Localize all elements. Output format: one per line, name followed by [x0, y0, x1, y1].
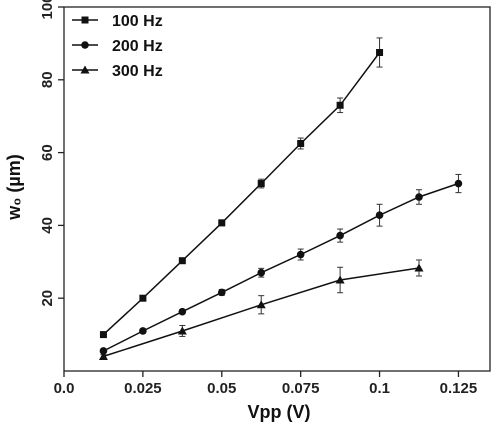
- y-tick-label: 80: [39, 71, 56, 88]
- x-tick-label: 0.1: [369, 380, 390, 397]
- series-100-hz: [99, 37, 384, 339]
- data-point: [376, 49, 384, 56]
- data-point: [415, 193, 423, 201]
- x-tick-label: 0.0: [54, 380, 75, 397]
- data-point: [336, 101, 344, 109]
- data-point: [139, 327, 147, 335]
- data-point: [177, 326, 187, 335]
- x-tick-label: 0.125: [440, 380, 478, 397]
- data-point: [139, 294, 147, 302]
- data-point: [99, 347, 108, 355]
- data-point: [218, 219, 226, 227]
- legend-marker: [80, 65, 90, 74]
- data-point: [375, 211, 384, 220]
- series-layer: [98, 37, 463, 360]
- series-line: [102, 52, 381, 336]
- plot-border: [63, 6, 491, 372]
- y-axis-title: w₀ (µm): [4, 154, 24, 220]
- x-tick-label: 0.075: [282, 380, 320, 397]
- x-tick-label: 0.025: [124, 380, 162, 397]
- data-point: [178, 257, 186, 265]
- data-point: [297, 140, 305, 147]
- data-point: [296, 250, 305, 259]
- data-point: [98, 351, 108, 360]
- y-tick-label: 20: [39, 290, 56, 307]
- data-point: [99, 331, 107, 339]
- legend-item: 100 Hz: [72, 13, 163, 30]
- data-point: [335, 275, 345, 284]
- legend-marker: [81, 16, 89, 24]
- data-point: [178, 307, 187, 316]
- legend-label: 100 Hz: [112, 13, 163, 30]
- data-point: [256, 300, 266, 309]
- data-point: [257, 180, 265, 188]
- legend-marker: [81, 41, 89, 49]
- y-tick-label: 40: [39, 217, 56, 234]
- x-tick-label: 0.05: [207, 380, 236, 397]
- data-point: [257, 268, 266, 277]
- data-point: [454, 179, 463, 188]
- legend: 100 Hz 200 Hz 300 Hz: [72, 13, 163, 80]
- data-point: [217, 288, 226, 297]
- y-tick-label: 60: [39, 144, 56, 161]
- legend-item: 300 Hz: [72, 63, 163, 80]
- x-axis: 0.0 0.025 0.05 0.075 0.1 0.125: [54, 371, 478, 397]
- x-axis-title: Vpp (V): [248, 402, 311, 422]
- legend-label: 200 Hz: [112, 38, 163, 55]
- series-300-hz: [98, 259, 424, 360]
- plot-area: [63, 6, 491, 372]
- series-line: [103, 182, 459, 352]
- y-tick-label: 100: [39, 0, 56, 20]
- y-axis: 20 40 60 80 100: [39, 0, 64, 307]
- data-point: [336, 231, 344, 240]
- series-200-hz: [99, 173, 463, 355]
- legend-label: 300 Hz: [112, 63, 163, 80]
- data-point: [414, 263, 424, 272]
- legend-item: 200 Hz: [72, 38, 163, 55]
